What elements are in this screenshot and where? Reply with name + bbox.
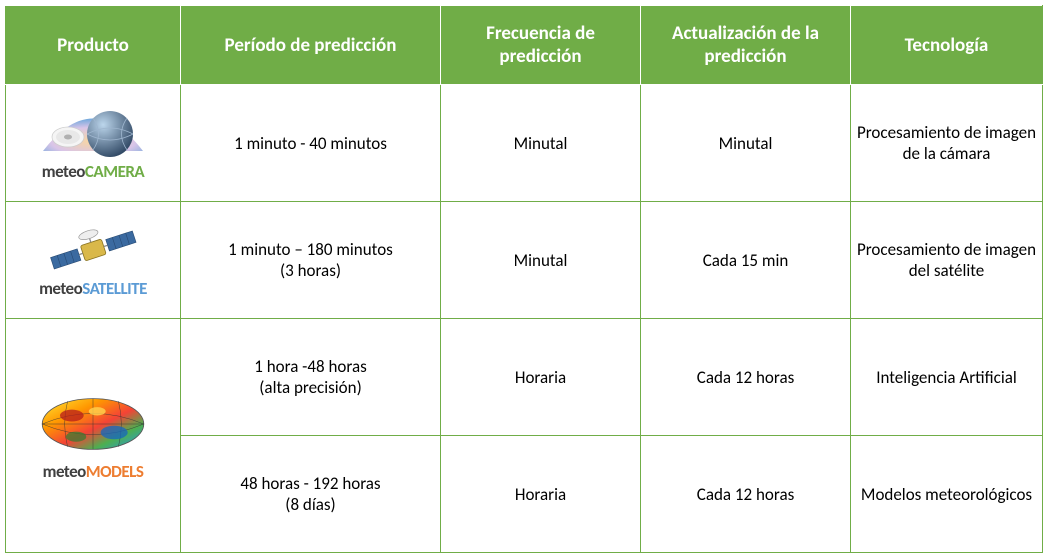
cell-frecuencia: Minutal [441, 202, 641, 319]
header-tecnologia: Tecnología [851, 6, 1043, 85]
cell-actualizacion: Cada 15 min [641, 202, 851, 319]
header-frecuencia: Frecuencia de predicción [441, 6, 641, 85]
cell-tecnologia: Procesamiento de imagen de la cámara [851, 85, 1043, 202]
satellite-icon [38, 221, 148, 276]
header-producto: Producto [6, 6, 181, 85]
cell-frecuencia: Horaria [441, 436, 641, 553]
table-row: meteoSATELLITE 1 minuto – 180 minutos (3… [6, 202, 1043, 319]
table-row: meteoCAMERA 1 minuto - 40 minutos Minuta… [6, 85, 1043, 202]
cell-frecuencia: Horaria [441, 319, 641, 436]
cell-actualizacion: Cada 12 horas [641, 436, 851, 553]
cell-tecnologia: Modelos meteorológicos [851, 436, 1043, 553]
products-table: Producto Período de predicción Frecuenci… [5, 5, 1043, 553]
header-actualizacion: Actualización de la predicción [641, 6, 851, 85]
cell-periodo: 48 horas - 192 horas (8 días) [181, 436, 441, 553]
cell-tecnologia: Procesamiento de imagen del satélite [851, 202, 1043, 319]
product-label: meteoSATELLITE [39, 278, 147, 299]
cell-actualizacion: Cada 12 horas [641, 319, 851, 436]
cell-tecnologia: Inteligencia Artificial [851, 319, 1043, 436]
camera-icon [38, 104, 148, 159]
models-icon [38, 389, 148, 459]
cell-periodo: 1 minuto – 180 minutos (3 horas) [181, 202, 441, 319]
product-cell-models: meteoMODELS [6, 319, 181, 553]
product-cell-satellite: meteoSATELLITE [6, 202, 181, 319]
table-row: meteoMODELS 1 hora -48 horas (alta preci… [6, 319, 1043, 436]
cell-actualizacion: Minutal [641, 85, 851, 202]
cell-periodo: 1 hora -48 horas (alta precisión) [181, 319, 441, 436]
cell-frecuencia: Minutal [441, 85, 641, 202]
product-label: meteoMODELS [43, 461, 144, 482]
product-cell-camera: meteoCAMERA [6, 85, 181, 202]
header-row: Producto Período de predicción Frecuenci… [6, 6, 1043, 85]
header-periodo: Período de predicción [181, 6, 441, 85]
cell-periodo: 1 minuto - 40 minutos [181, 85, 441, 202]
product-label: meteoCAMERA [42, 161, 144, 182]
